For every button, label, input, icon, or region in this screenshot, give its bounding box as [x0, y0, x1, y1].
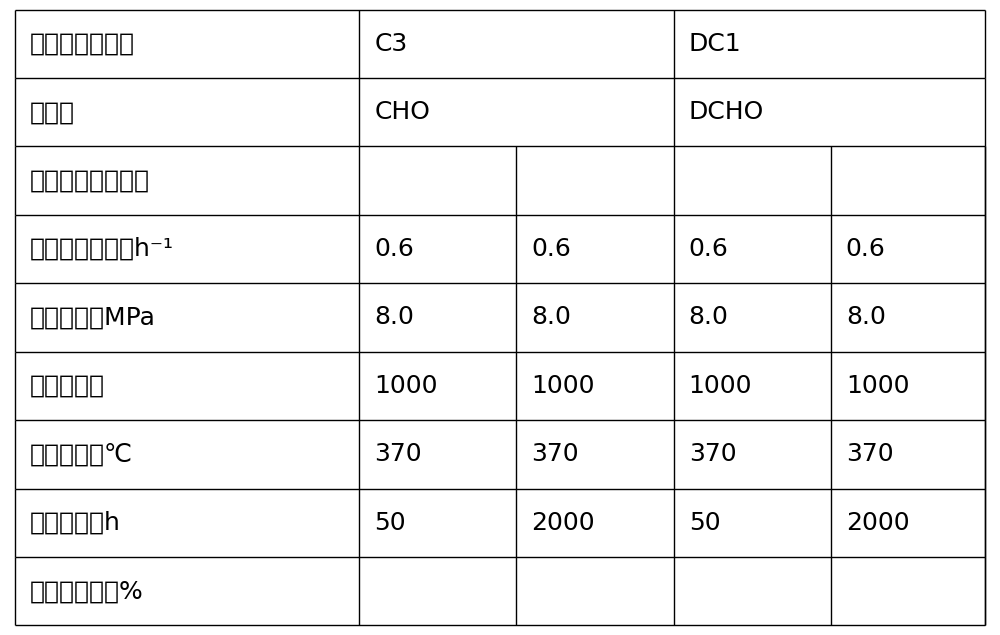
Text: 原料油: 原料油 [30, 100, 75, 124]
Text: 1000: 1000 [689, 374, 752, 398]
Text: 0.6: 0.6 [846, 237, 886, 261]
Text: 加氢精制呗化剂: 加氢精制呗化剂 [30, 32, 135, 56]
Text: 8.0: 8.0 [374, 305, 414, 330]
Text: 8.0: 8.0 [531, 305, 571, 330]
Text: 50: 50 [689, 511, 720, 535]
Text: 2000: 2000 [846, 511, 909, 535]
Text: 运转时间，h: 运转时间，h [30, 511, 121, 535]
Text: 0.6: 0.6 [689, 237, 729, 261]
Text: 50: 50 [374, 511, 406, 535]
Text: 加氢裂化工艺条件: 加氢裂化工艺条件 [30, 169, 150, 192]
Text: 反应压力，MPa: 反应压力，MPa [30, 305, 156, 330]
Text: 2000: 2000 [531, 511, 595, 535]
Text: 1000: 1000 [374, 374, 438, 398]
Text: CHO: CHO [374, 100, 430, 124]
Text: DC1: DC1 [689, 32, 741, 56]
Text: 液时体积空速，h⁻¹: 液时体积空速，h⁻¹ [30, 237, 174, 261]
Text: 反应温度，℃: 反应温度，℃ [30, 443, 133, 466]
Text: 370: 370 [531, 443, 579, 466]
Text: 氢油体积比: 氢油体积比 [30, 374, 105, 398]
Text: 370: 370 [374, 443, 422, 466]
Text: 370: 370 [689, 443, 736, 466]
Text: 0.6: 0.6 [531, 237, 571, 261]
Text: C3: C3 [374, 32, 408, 56]
Text: 1000: 1000 [531, 374, 595, 398]
Text: 8.0: 8.0 [689, 305, 729, 330]
Text: DCHO: DCHO [689, 100, 764, 124]
Text: 370: 370 [846, 443, 893, 466]
Text: 单程转化率，%: 单程转化率，% [30, 579, 144, 603]
Text: 8.0: 8.0 [846, 305, 886, 330]
Text: 1000: 1000 [846, 374, 909, 398]
Text: 0.6: 0.6 [374, 237, 414, 261]
